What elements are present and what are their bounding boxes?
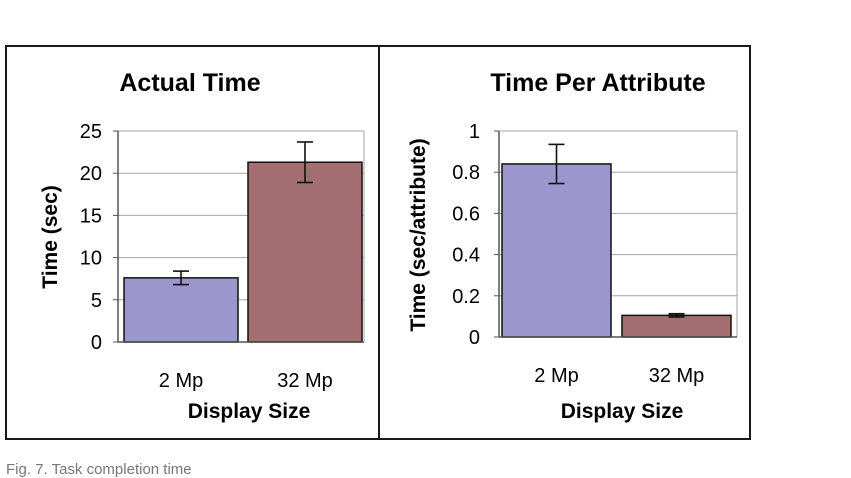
time-per-attribute-bar-2mp xyxy=(501,163,612,338)
actual-time-y-axis-title: Time (sec) xyxy=(39,185,62,289)
time-per-attribute-y-tick-label: 0.2 xyxy=(452,286,480,308)
time-per-attribute-y-tick-label: 0.8 xyxy=(452,162,480,184)
time-per-attribute-x-axis-title: Display Size xyxy=(561,400,684,423)
actual-time-category-label: 32 Mp xyxy=(277,370,333,392)
actual-time-category-label: 2 Mp xyxy=(159,370,203,392)
actual-time-title: Actual Time xyxy=(119,69,260,97)
actual-time-error-bar-2mp xyxy=(173,270,189,286)
actual-time-y-tick-label: 15 xyxy=(80,205,102,227)
actual-time-error-bar-32mp xyxy=(297,141,313,184)
time-per-attribute-y-axis-title: Time (sec/attribute) xyxy=(407,138,430,331)
time-per-attribute-y-tick-label: 1 xyxy=(469,121,480,143)
time-per-attribute-title: Time Per Attribute xyxy=(490,69,705,97)
actual-time-chart: Actual Time 0 5 10 15 20 25 2 Mp 32 Mp Display Si… xyxy=(39,69,365,423)
chart-panel-actual-time: Actual Time 0 5 10 15 20 25 2 Mp 32 Mp Display Si… xyxy=(5,45,381,440)
actual-time-y-tick-label: 10 xyxy=(80,248,102,270)
time-per-attribute-error-bar-2mp xyxy=(548,143,565,185)
actual-time-bar-32mp xyxy=(247,161,363,343)
figure-caption: Fig. 7. Task completion time xyxy=(6,461,192,478)
chart-panel-time-per-attribute: Time Per Attribute 0 0.2 0.4 0.6 0.8 1 2 Mp 32 M… xyxy=(378,45,751,440)
actual-time-y-tick-label: 5 xyxy=(91,290,102,312)
time-per-attribute-category-label: 32 Mp xyxy=(649,365,705,387)
actual-time-bar-2mp xyxy=(123,277,239,343)
actual-time-y-tick-label: 0 xyxy=(91,332,102,354)
time-per-attribute-chart: Time Per Attribute 0 0.2 0.4 0.6 0.8 1 2 Mp 32 M… xyxy=(407,69,738,423)
time-per-attribute-y-tick-label: 0.4 xyxy=(452,245,480,267)
time-per-attribute-y-tick-label: 0.6 xyxy=(452,203,480,225)
actual-time-y-tick-label: 20 xyxy=(80,163,102,185)
time-per-attribute-error-bar-32mp xyxy=(668,312,685,318)
time-per-attribute-bar-32mp xyxy=(621,314,732,338)
actual-time-y-tick-label: 25 xyxy=(80,121,102,143)
actual-time-x-axis-title: Display Size xyxy=(188,400,311,423)
time-per-attribute-category-label: 2 Mp xyxy=(534,365,578,387)
time-per-attribute-y-tick-label: 0 xyxy=(469,327,480,349)
